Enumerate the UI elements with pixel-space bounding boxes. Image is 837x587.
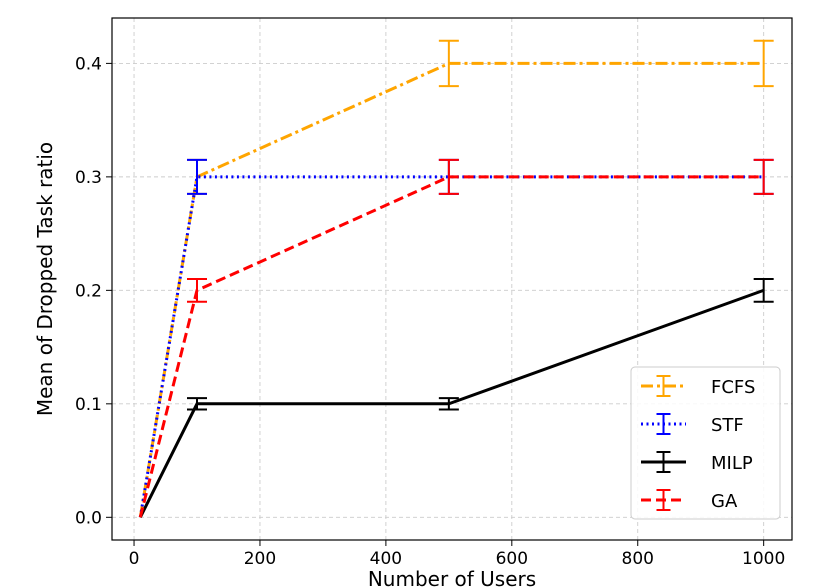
legend-label: GA [711,491,738,512]
legend: FCFS STF MILP GA [630,366,781,520]
legend-label: MILP [711,453,753,474]
legend-label: FCFS [711,377,755,398]
axis-ticks: 0 200 400 600 800 1000 0.0 0.1 0.2 0.3 0.4 [75,54,785,569]
x-tick-label: 800 [622,549,654,569]
x-tick-label: 1000 [742,549,785,569]
series-ga [138,158,774,518]
series-line [138,175,764,518]
plot-frame [111,17,793,541]
legend-label: STF [711,415,744,436]
x-axis-label: Number of Users [368,567,536,587]
series-group [138,39,774,518]
x-tick-label: 600 [496,549,528,569]
legend-box [630,366,781,520]
y-tick-label: 0.3 [75,168,102,188]
series-line [138,61,764,518]
x-tick-label: 200 [244,549,276,569]
x-tick-label: 400 [370,549,402,569]
series-milp [138,278,774,518]
y-tick-label: 0.2 [75,281,102,301]
series-line [138,288,765,518]
x-tick-label: 0 [129,549,140,569]
y-tick-label: 0.1 [75,395,102,415]
y-tick-label: 0.0 [75,508,102,528]
y-tick-label: 0.4 [75,54,102,74]
y-axis-label: Mean of Dropped Task ratio [33,142,57,416]
